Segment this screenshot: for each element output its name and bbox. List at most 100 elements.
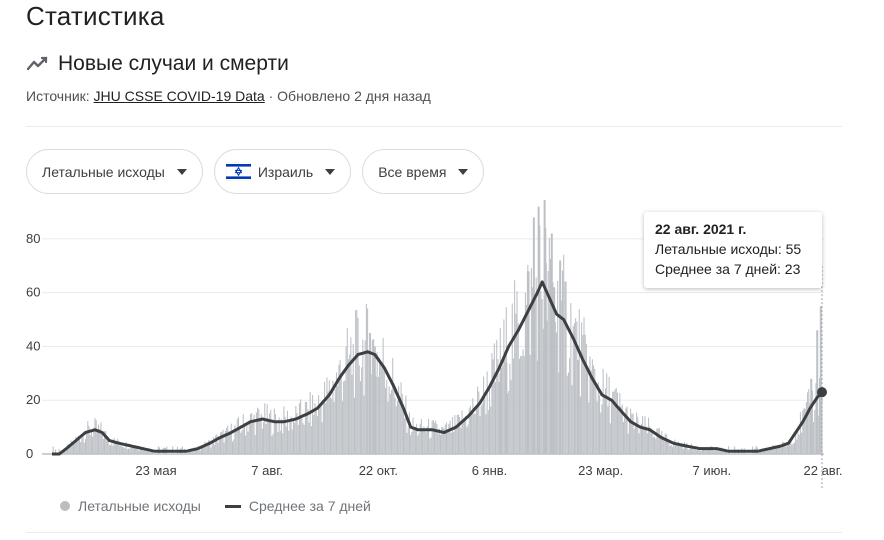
israel-flag-icon — [225, 162, 251, 181]
daily-bar — [324, 381, 326, 454]
daily-bar — [604, 388, 607, 454]
daily-bar — [804, 408, 806, 454]
daily-bar — [462, 421, 464, 454]
daily-bar — [518, 358, 520, 454]
period-dropdown[interactable]: Все время — [362, 149, 485, 194]
daily-bar — [694, 448, 696, 454]
daily-bar — [718, 448, 720, 454]
daily-bar — [145, 451, 147, 454]
daily-bar — [474, 413, 476, 454]
daily-bar — [307, 409, 309, 454]
daily-bar — [205, 446, 207, 454]
daily-bar — [630, 408, 632, 454]
daily-bar — [769, 448, 772, 454]
daily-bar — [637, 417, 639, 454]
daily-bar — [70, 440, 72, 454]
daily-bar — [780, 447, 782, 454]
daily-bar — [631, 413, 633, 454]
daily-bar — [233, 439, 235, 454]
daily-bar — [204, 441, 206, 454]
daily-bar — [593, 365, 595, 454]
daily-bar — [783, 442, 785, 454]
daily-bar — [682, 448, 684, 454]
daily-bar — [210, 447, 212, 454]
daily-bar — [248, 423, 250, 454]
daily-bar — [423, 426, 425, 454]
daily-bar — [302, 423, 304, 454]
daily-bar — [382, 337, 384, 454]
daily-bar — [93, 427, 95, 454]
daily-bar — [373, 346, 376, 454]
daily-bar — [496, 339, 498, 454]
legend-item-deaths[interactable]: Летальные исходы — [60, 498, 201, 514]
daily-bar — [306, 401, 308, 454]
daily-bar — [680, 445, 682, 454]
daily-bar — [190, 450, 192, 454]
daily-bar — [703, 447, 705, 454]
daily-bar — [242, 414, 244, 454]
daily-bar — [277, 432, 279, 454]
daily-bar — [339, 360, 341, 454]
daily-bar — [438, 428, 440, 454]
daily-bar — [58, 448, 60, 454]
daily-bar — [600, 412, 602, 454]
daily-bar — [322, 400, 324, 454]
legend-item-average[interactable]: Среднее за 7 дней — [224, 498, 371, 514]
daily-bar — [613, 391, 615, 454]
daily-bar — [487, 410, 489, 454]
daily-bar — [151, 451, 153, 454]
daily-bar — [674, 439, 676, 454]
daily-bar — [229, 432, 231, 454]
daily-bar — [211, 440, 213, 454]
daily-bar — [456, 415, 458, 454]
daily-bar — [700, 451, 702, 454]
hover-point — [817, 387, 827, 398]
daily-bar — [686, 442, 688, 454]
daily-bar — [484, 393, 486, 454]
daily-bar — [612, 391, 614, 454]
daily-bar — [298, 403, 300, 454]
daily-bar — [639, 426, 641, 454]
daily-bar — [367, 308, 369, 454]
y-tick-label: 40 — [26, 338, 40, 353]
daily-bar — [370, 374, 372, 454]
daily-bar — [619, 393, 621, 454]
daily-bar — [130, 444, 132, 454]
divider — [26, 532, 842, 533]
daily-bar — [654, 436, 656, 454]
daily-bar — [100, 422, 102, 454]
daily-bar — [106, 440, 108, 454]
daily-bar — [392, 358, 394, 454]
daily-bar — [428, 418, 430, 454]
daily-bar — [821, 395, 823, 454]
daily-bar — [665, 434, 668, 454]
daily-bar — [381, 367, 383, 454]
daily-bar — [406, 432, 408, 454]
daily-bar — [478, 391, 480, 454]
source-link[interactable]: JHU CSSE COVID-19 Data — [93, 88, 265, 104]
daily-bar — [504, 354, 506, 454]
daily-bar — [219, 432, 222, 454]
daily-bar — [532, 287, 534, 454]
country-dropdown[interactable]: Израиль — [213, 149, 352, 194]
daily-bar — [648, 417, 650, 454]
daily-bar — [658, 427, 660, 454]
daily-bar — [108, 444, 110, 454]
daily-bar — [490, 406, 492, 454]
daily-bar — [766, 449, 768, 454]
x-tick-label: 23 мар. — [578, 463, 623, 478]
daily-bar — [276, 422, 278, 454]
chart-plot-area[interactable]: 0 20 40 60 80 23 мая 7 авг. 22 окт. 6 янв. 23 ма… — [0, 200, 884, 490]
daily-bar — [202, 447, 204, 454]
daily-bar — [294, 422, 296, 454]
daily-bar — [212, 437, 214, 454]
metric-dropdown[interactable]: Летальные исходы — [26, 149, 203, 194]
daily-bar — [524, 292, 526, 454]
daily-bar — [282, 433, 284, 454]
daily-bar — [142, 450, 144, 454]
daily-bar — [301, 418, 303, 454]
daily-bar — [526, 304, 528, 454]
daily-bar — [114, 441, 116, 454]
daily-bar — [709, 448, 711, 454]
daily-bar — [517, 323, 519, 454]
